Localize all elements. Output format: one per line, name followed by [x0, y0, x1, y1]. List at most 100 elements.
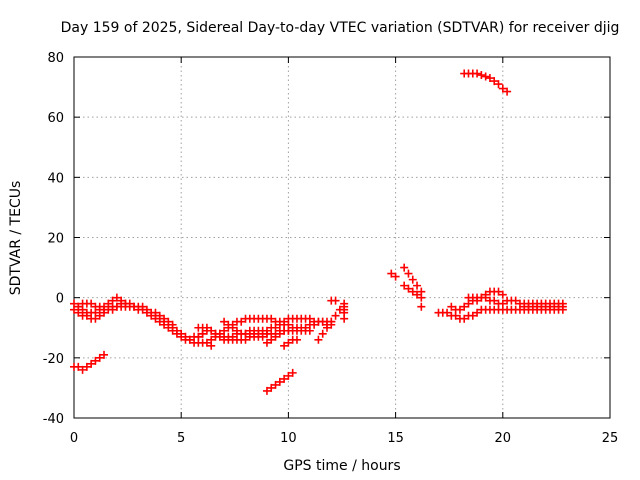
data-point	[104, 299, 113, 308]
data-point	[74, 362, 83, 371]
data-point	[82, 311, 91, 320]
data-point	[142, 308, 151, 317]
data-point	[100, 302, 109, 311]
data-point	[460, 314, 469, 323]
data-point	[215, 329, 224, 338]
data-point	[87, 299, 96, 308]
data-point	[280, 317, 289, 326]
data-point	[490, 296, 499, 305]
series-arc4	[70, 350, 109, 374]
data-point	[481, 290, 490, 299]
data-point	[177, 332, 186, 341]
data-point	[288, 368, 297, 377]
grid	[74, 57, 610, 418]
data-point	[185, 335, 194, 344]
data-point	[477, 293, 486, 302]
data-point	[292, 335, 301, 344]
data-point	[558, 302, 567, 311]
data-point	[224, 320, 233, 329]
data-point	[237, 317, 246, 326]
data-point	[284, 371, 293, 380]
data-point	[95, 353, 104, 362]
data-point	[207, 326, 216, 335]
y-tick-label: 80	[47, 51, 64, 66]
data-point	[207, 335, 216, 344]
data-point	[305, 314, 314, 323]
data-point	[280, 341, 289, 350]
y-axis-label: SDTVAR / TECUs	[8, 181, 24, 296]
data-point	[172, 329, 181, 338]
data-point	[443, 308, 452, 317]
data-point	[74, 302, 83, 311]
x-axis-label: GPS time / hours	[283, 458, 400, 474]
data-point	[168, 326, 177, 335]
data-point	[327, 317, 336, 326]
data-point	[284, 338, 293, 347]
y-tick-label: 40	[47, 171, 64, 186]
data-point	[280, 374, 289, 383]
data-point	[211, 332, 220, 341]
data-point	[202, 338, 211, 347]
series-arc15	[340, 299, 349, 323]
series-arc12	[280, 335, 301, 350]
data-point	[117, 296, 126, 305]
data-points	[70, 69, 567, 395]
data-point	[387, 269, 396, 278]
series-arc3	[74, 293, 130, 311]
data-point	[95, 311, 104, 320]
data-point	[271, 332, 280, 341]
data-point	[160, 320, 169, 329]
series-arc9	[220, 317, 271, 338]
y-tick-label: 20	[47, 232, 64, 247]
data-point	[468, 311, 477, 320]
series-arc13	[314, 305, 344, 344]
data-point	[100, 350, 109, 359]
data-point	[331, 296, 340, 305]
data-point	[391, 272, 400, 281]
data-point	[404, 284, 413, 293]
data-point	[262, 338, 271, 347]
data-point	[494, 287, 503, 296]
data-point	[164, 323, 173, 332]
data-point	[417, 293, 426, 302]
series-arc20	[434, 305, 507, 323]
data-point	[194, 332, 203, 341]
data-point	[413, 290, 422, 299]
data-point	[78, 365, 87, 374]
series-arc23	[460, 69, 512, 96]
data-point	[138, 305, 147, 314]
data-point	[275, 377, 284, 386]
data-point	[112, 293, 121, 302]
data-point	[473, 308, 482, 317]
data-point	[477, 71, 486, 80]
data-point	[82, 362, 91, 371]
series-arc22	[464, 287, 507, 305]
data-point	[400, 281, 409, 290]
data-point	[494, 80, 503, 89]
series-arc19	[417, 302, 426, 311]
data-point	[468, 293, 477, 302]
data-point	[91, 356, 100, 365]
data-point	[121, 299, 130, 308]
data-point	[271, 380, 280, 389]
data-point	[267, 383, 276, 392]
data-point	[473, 69, 482, 78]
data-point	[220, 326, 229, 335]
data-point	[485, 74, 494, 83]
data-point	[262, 386, 271, 395]
data-point	[447, 302, 456, 311]
data-point	[511, 296, 520, 305]
data-point	[417, 302, 426, 311]
data-point	[108, 296, 117, 305]
data-point	[490, 77, 499, 86]
data-point	[267, 335, 276, 344]
data-point	[155, 317, 164, 326]
data-point	[322, 323, 331, 332]
series-arc14	[327, 296, 340, 305]
data-point	[408, 275, 417, 284]
series-arc16	[387, 269, 400, 281]
data-point	[400, 263, 409, 272]
series-arc8	[207, 314, 336, 344]
x-tick-label: 10	[280, 431, 297, 446]
